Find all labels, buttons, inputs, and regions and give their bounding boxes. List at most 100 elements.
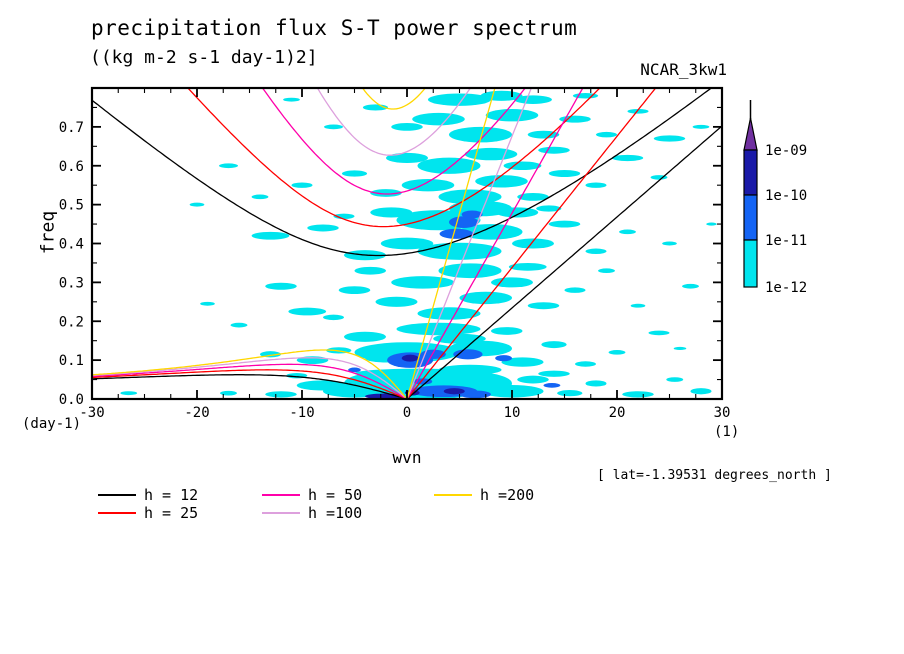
spectral-blob	[200, 301, 215, 306]
spectral-blob	[673, 346, 687, 351]
spectral-blob	[517, 192, 549, 201]
spectral-blob	[375, 296, 418, 307]
colorbar-overflow-arrow	[743, 117, 758, 151]
legend-entry-h50: h = 50	[262, 486, 362, 504]
spectral-blob	[690, 388, 712, 395]
spectral-blob	[438, 263, 502, 279]
colorbar-label: 1e-11	[765, 233, 807, 249]
legend-entry-h12: h = 12	[98, 486, 198, 504]
spectral-blob	[464, 147, 518, 161]
y-tick-label: 0.1	[59, 353, 84, 369]
spectral-blob	[370, 189, 402, 197]
dispersion-curve-rossby-h25	[92, 369, 408, 399]
spectral-blob	[417, 307, 481, 320]
legend-line-swatch	[262, 494, 300, 496]
spectral-blob	[496, 207, 539, 218]
x-tick-label: 10	[504, 405, 521, 421]
spectral-blob	[512, 238, 554, 249]
spectral-blob	[527, 302, 560, 310]
spectral-blob	[401, 354, 419, 362]
spectral-blob	[354, 266, 386, 275]
spectral-blob	[288, 307, 327, 316]
spectral-blob	[517, 375, 549, 384]
spectral-blob	[619, 229, 636, 235]
x-tick-label: 20	[609, 405, 626, 421]
spectral-blob	[459, 291, 512, 305]
dispersion-curve-rossby-h50	[92, 363, 408, 399]
colorbar-label: 1e-12	[765, 280, 807, 296]
dispersion-curve-ig-h200	[361, 88, 427, 110]
y-tick-label: 0.4	[59, 237, 84, 253]
spectral-blob	[219, 163, 238, 169]
spectral-blob	[428, 93, 491, 106]
spectral-blob	[443, 388, 465, 395]
spectral-blob	[503, 161, 542, 171]
y-axis-unit-label: (day-1)	[22, 416, 82, 432]
spectral-blob	[475, 175, 528, 188]
spectral-blob	[449, 126, 512, 143]
colorbar-segment	[743, 239, 758, 288]
chart-subtitle-units: ((kg m-2 s-1 day-1)2]	[90, 47, 318, 68]
spectral-blob	[220, 390, 237, 396]
y-axis-title: freq	[37, 210, 59, 255]
y-tick-label: 0.6	[59, 159, 84, 175]
spectral-blob	[706, 222, 717, 226]
spectral-blob	[648, 330, 670, 336]
legend-label: h = 25	[144, 504, 199, 522]
spectral-blob	[307, 224, 339, 232]
spectral-blob	[120, 391, 138, 396]
spectral-blob	[514, 95, 552, 104]
dispersion-curve-rossby-h12	[92, 374, 408, 399]
spectral-blob	[461, 210, 483, 219]
spectral-blob	[420, 349, 446, 359]
spectral-blob	[501, 357, 544, 367]
spectral-blob	[662, 241, 677, 246]
spectral-blob	[611, 154, 644, 162]
x-tick-label: 0	[403, 405, 411, 421]
spectral-blob	[527, 130, 560, 139]
dispersion-curve-rossby-h200	[92, 349, 408, 399]
legend-entry-h100: h =100	[262, 504, 363, 522]
spectral-blob	[682, 283, 699, 289]
dispersion-curve-ig-h12	[92, 88, 713, 257]
legend-label: h =100	[308, 504, 363, 522]
dispersion-curve-kelvin-h200	[406, 88, 496, 399]
spectral-blob	[251, 194, 269, 200]
spectral-blob	[541, 341, 567, 349]
spectral-blob	[344, 331, 386, 342]
x-tick-label: -10	[289, 405, 314, 421]
plot-data-layer	[92, 88, 722, 399]
spectral-blob	[666, 377, 684, 382]
spectral-blob	[324, 124, 343, 130]
spectral-blob	[459, 390, 491, 399]
legend-line-swatch	[98, 512, 136, 514]
spectral-blob	[391, 276, 455, 289]
spectral-blob	[585, 380, 607, 387]
spectral-blob	[548, 220, 581, 228]
spectral-blob	[585, 182, 607, 188]
spectral-blob	[396, 322, 481, 336]
latitude-annotation: [ lat=-1.39531 degrees_north ]	[597, 468, 832, 483]
run-id-label: NCAR_3kw1	[640, 60, 727, 79]
spectral-blob	[598, 268, 615, 274]
x-axis-title: wvn	[392, 448, 422, 467]
dispersion-curve-kelvin-h25	[406, 88, 657, 399]
dispersion-curve-rossby-h100	[92, 357, 408, 399]
spectral-blob	[189, 202, 205, 207]
spectral-blob	[543, 383, 561, 388]
spectral-blob	[692, 124, 710, 129]
colorbar-label: 1e-09	[765, 143, 807, 159]
spectral-blob	[559, 115, 591, 123]
spectral-blob	[230, 322, 248, 328]
spectral-blob	[417, 157, 481, 174]
spectral-blob	[585, 248, 607, 254]
legend-label: h =200	[480, 486, 535, 504]
spectral-blob	[380, 237, 434, 250]
spectral-blob	[548, 170, 581, 178]
spectral-blob	[491, 327, 523, 335]
spectral-blob	[438, 364, 502, 375]
spectral-blob	[338, 286, 371, 295]
legend-entry-h25: h = 25	[98, 504, 199, 522]
